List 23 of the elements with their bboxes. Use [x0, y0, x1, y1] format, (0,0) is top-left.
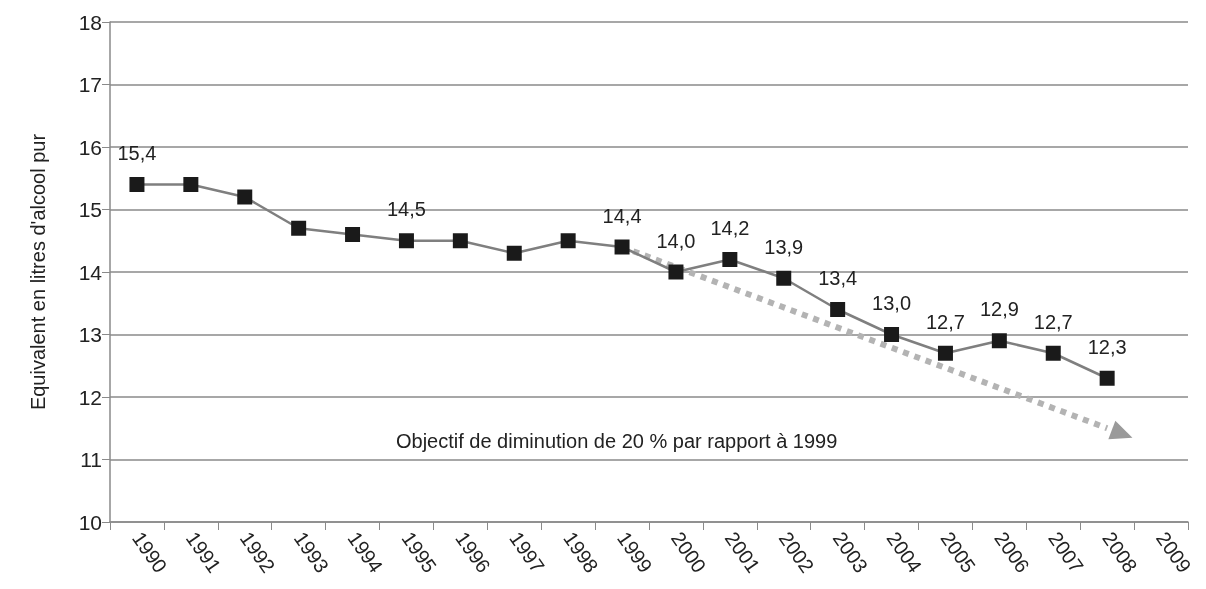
y-tick-label: 10 — [78, 510, 102, 534]
data-label: 15,4 — [117, 142, 157, 164]
y-tick-label: 12 — [78, 385, 102, 409]
y-tick-label: 16 — [78, 135, 102, 159]
y-axis-title: Equivalent en litres d'alcool pur — [27, 133, 49, 411]
data-label: 14,4 — [602, 204, 642, 227]
data-label: 14,5 — [386, 198, 426, 221]
y-tick-label: 18 — [78, 10, 102, 34]
annotation: Objectif de diminution de 20 % par rapport à 1999 — [395, 429, 838, 452]
y-tick-label: 13 — [78, 323, 102, 346]
data-label: 14,2 — [710, 217, 750, 239]
y-tick-label: 14 — [78, 260, 103, 284]
data-label: 13,9 — [764, 235, 804, 258]
data-label: 14,0 — [656, 229, 696, 252]
data-label: 12,3 — [1087, 335, 1127, 358]
data-label: 12,7 — [1033, 310, 1073, 333]
y-tick-label: 15 — [78, 198, 102, 221]
data-label: 13,0 — [872, 292, 912, 314]
data-label: 13,4 — [818, 267, 858, 289]
data-label: 12,7 — [925, 310, 965, 333]
y-tick-label: 11 — [80, 448, 102, 471]
data-label: 12,9 — [979, 298, 1019, 321]
y-tick-label: 17 — [78, 73, 102, 96]
